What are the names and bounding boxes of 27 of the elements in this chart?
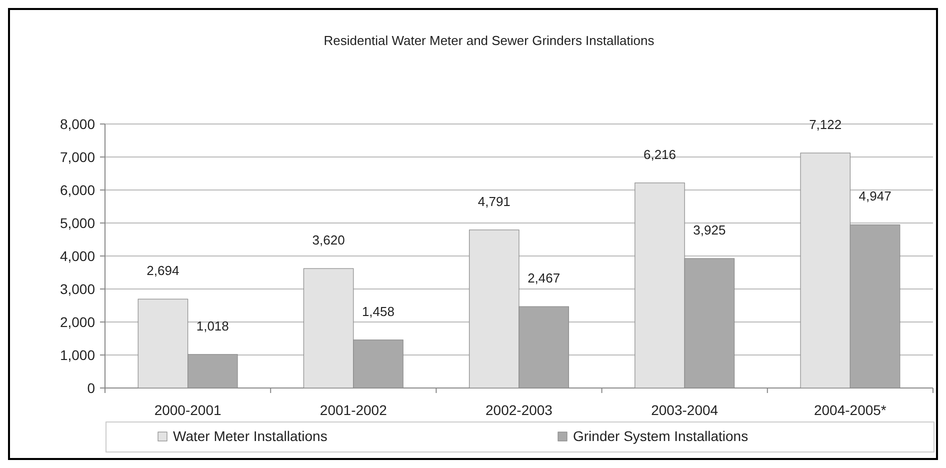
legend-label: Water Meter Installations: [173, 428, 328, 444]
x-tick-label: 2001-2002: [320, 402, 388, 418]
data-label: 7,122: [809, 116, 842, 132]
data-label: 4,791: [478, 194, 510, 209]
x-tick-label: 2002-2003: [486, 402, 553, 418]
y-tick-label: 8,000: [60, 116, 96, 132]
data-label: 2,694: [146, 263, 180, 278]
x-tick-label: 2003-2004: [651, 402, 718, 418]
y-tick-label: 4,000: [60, 248, 96, 264]
y-tick-label: 5,000: [60, 214, 96, 231]
y-tick-label: 0: [87, 380, 96, 396]
x-tick-label: 2000-2001: [154, 402, 222, 418]
data-label: 1,458: [362, 304, 395, 319]
y-tick-label: 2,000: [60, 314, 96, 330]
y-tick-label: 7,000: [60, 148, 96, 165]
y-tick-label: 1,000: [60, 346, 96, 363]
y-tick-label: 6,000: [60, 182, 96, 198]
chart-title: Residential Water Meter and Sewer Grinders Installations: [324, 33, 655, 48]
data-label: 1,018: [196, 318, 229, 334]
data-label: 2,467: [528, 270, 560, 286]
y-tick-label: 3,000: [60, 280, 96, 297]
data-label: 6,216: [643, 146, 676, 162]
data-label: 4,947: [858, 188, 892, 204]
data-label: 3,925: [693, 222, 726, 238]
data-label: 3,620: [312, 232, 345, 248]
x-tick-label: 2004-2005*: [814, 402, 887, 418]
legend-label: Grinder System Installations: [573, 428, 748, 444]
